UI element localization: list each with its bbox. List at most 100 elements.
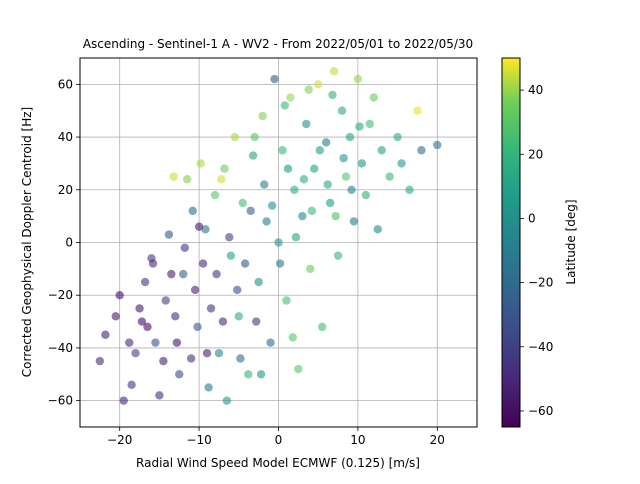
colorbar-tick-label: −20 — [528, 276, 553, 290]
data-point — [188, 206, 197, 216]
data-point — [218, 317, 228, 326]
data-point — [140, 277, 150, 287]
chart-title: Ascending - Sentinel-1 A - WV2 - From 20… — [83, 37, 473, 51]
data-point — [315, 146, 324, 155]
data-point — [226, 251, 236, 260]
data-point — [155, 391, 164, 400]
data-point — [186, 354, 196, 363]
data-point — [233, 285, 242, 295]
data-point — [405, 185, 414, 194]
colorbar-tick-label: 0 — [528, 211, 536, 225]
data-point — [159, 356, 168, 366]
data-point — [95, 356, 105, 366]
data-point — [337, 106, 347, 115]
data-point — [317, 322, 327, 332]
data-point — [201, 225, 210, 234]
data-point — [148, 259, 158, 268]
data-point — [169, 172, 178, 181]
data-point — [361, 190, 371, 200]
data-point — [111, 312, 120, 321]
data-point — [329, 66, 339, 76]
data-point — [115, 291, 124, 300]
data-point — [250, 132, 259, 142]
data-point — [328, 90, 337, 100]
data-point — [353, 74, 363, 84]
data-point — [119, 396, 128, 405]
data-point — [341, 172, 351, 181]
data-point — [393, 132, 402, 142]
data-point — [298, 211, 307, 221]
data-point — [290, 185, 299, 194]
data-point — [196, 159, 205, 168]
x-tick-label: 0 — [275, 433, 283, 447]
y-tick-label: 20 — [58, 183, 73, 197]
data-point — [248, 151, 258, 160]
data-point — [198, 259, 208, 268]
colorbar — [501, 57, 521, 428]
data-point — [333, 251, 343, 260]
data-point — [331, 211, 340, 221]
data-point — [225, 233, 234, 242]
data-point — [278, 146, 287, 155]
data-point — [413, 106, 422, 115]
data-point — [433, 140, 442, 150]
data-point — [217, 175, 226, 184]
data-point — [164, 230, 174, 239]
data-point — [339, 153, 348, 163]
data-point — [299, 175, 309, 184]
data-point — [202, 349, 212, 358]
y-tick-label: 40 — [58, 130, 73, 144]
data-point — [206, 304, 216, 313]
data-point — [161, 296, 170, 305]
data-point — [125, 338, 134, 347]
data-point — [369, 93, 378, 102]
data-point — [270, 74, 279, 84]
x-tick-label: 10 — [350, 433, 365, 447]
data-point — [357, 159, 367, 168]
data-point — [210, 190, 220, 200]
data-point — [302, 119, 311, 129]
data-point — [171, 312, 180, 321]
data-point — [355, 122, 364, 131]
data-point — [377, 146, 386, 155]
data-point — [373, 225, 382, 234]
data-point — [304, 85, 313, 94]
data-point — [283, 164, 293, 173]
y-axis-ticks: −60 −40 −20 0 20 40 60 — [48, 77, 80, 408]
data-point — [240, 259, 250, 268]
data-point — [397, 159, 406, 168]
data-points — [95, 66, 442, 405]
data-point — [254, 277, 263, 287]
data-point — [275, 259, 285, 268]
data-point — [127, 380, 136, 390]
y-tick-label: 60 — [58, 77, 73, 91]
data-point — [238, 198, 247, 208]
colorbar-tick-label: −40 — [528, 340, 553, 354]
data-point — [417, 146, 426, 155]
data-point — [236, 354, 245, 363]
data-point — [190, 285, 200, 295]
data-point — [365, 119, 375, 129]
data-point — [345, 132, 355, 142]
data-point — [258, 111, 267, 121]
data-point — [274, 238, 283, 247]
data-point — [323, 180, 332, 189]
x-axis-ticks: −20 −10 0 10 20 — [107, 427, 445, 447]
data-point — [193, 322, 202, 332]
data-point — [349, 217, 359, 226]
data-point — [252, 317, 261, 326]
x-tick-label: 20 — [430, 433, 445, 447]
y-tick-label: −60 — [48, 394, 73, 408]
data-point — [143, 322, 152, 332]
data-point — [314, 80, 323, 89]
data-point — [172, 338, 182, 347]
y-tick-label: −20 — [48, 288, 73, 302]
colorbar-tick-label: 20 — [528, 147, 543, 161]
data-point — [214, 349, 224, 358]
data-point — [131, 349, 140, 358]
data-point — [194, 222, 204, 231]
data-point — [212, 269, 221, 279]
data-point — [220, 164, 229, 173]
